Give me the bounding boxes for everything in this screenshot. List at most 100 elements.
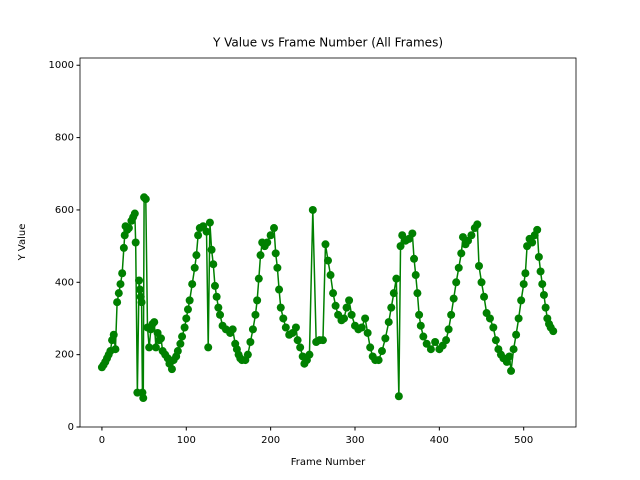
chart-title: Y Value vs Frame Number (All Frames) — [212, 36, 443, 50]
data-point — [539, 290, 548, 299]
data-point — [228, 325, 237, 334]
data-point — [178, 332, 187, 341]
data-point — [396, 242, 405, 251]
data-point — [509, 345, 518, 354]
data-point — [173, 347, 182, 356]
y-tick-label: 1000 — [49, 60, 74, 71]
data-point — [293, 336, 302, 345]
data-point — [176, 339, 185, 348]
data-point — [113, 298, 122, 307]
data-point — [216, 310, 225, 319]
data-point — [291, 323, 300, 332]
x-tick-label: 200 — [261, 435, 280, 446]
data-point — [377, 347, 386, 356]
data-point — [533, 225, 542, 234]
data-point — [131, 238, 140, 247]
data-point — [392, 274, 401, 283]
data-point — [281, 323, 290, 332]
data-point — [135, 285, 144, 294]
data-point — [528, 238, 537, 247]
data-point — [192, 251, 201, 260]
data-point — [271, 249, 280, 258]
data-point — [243, 350, 252, 359]
data-point — [137, 298, 146, 307]
data-point — [507, 366, 516, 375]
data-point — [141, 195, 150, 204]
data-point — [347, 310, 356, 319]
data-point — [340, 314, 349, 323]
data-point — [256, 251, 265, 260]
data-point — [389, 289, 398, 298]
data-point — [135, 276, 144, 285]
data-point — [363, 328, 372, 337]
data-point — [467, 231, 476, 240]
data-point — [308, 205, 317, 214]
data-point — [366, 343, 375, 352]
data-point — [387, 303, 396, 312]
data-point — [452, 278, 461, 287]
data-point — [415, 310, 424, 319]
y-tick-label: 400 — [55, 277, 74, 288]
data-point — [273, 263, 282, 272]
data-point — [517, 296, 526, 305]
data-point — [419, 332, 428, 341]
y-tick-label: 600 — [55, 205, 74, 216]
x-tick-label: 100 — [177, 435, 196, 446]
data-point — [253, 296, 262, 305]
data-point — [538, 280, 547, 289]
data-point — [305, 350, 314, 359]
x-axis-label: Frame Number — [291, 457, 366, 468]
data-point — [183, 305, 192, 314]
data-point — [357, 323, 366, 332]
data-point — [263, 238, 272, 247]
data-point — [442, 336, 451, 345]
data-point — [485, 314, 494, 323]
data-point — [210, 281, 219, 290]
data-point — [473, 220, 482, 229]
data-point — [491, 336, 500, 345]
data-point — [205, 218, 214, 227]
data-point — [139, 394, 148, 403]
y-tick-label: 200 — [55, 350, 74, 361]
data-point — [321, 240, 330, 249]
data-point — [480, 292, 489, 301]
data-point — [329, 289, 338, 298]
data-point — [541, 303, 550, 312]
data-point — [248, 325, 257, 334]
data-point — [512, 330, 521, 339]
data-point — [167, 365, 176, 374]
data-point — [489, 323, 498, 332]
data-point — [408, 229, 417, 238]
data-point — [145, 343, 154, 352]
data-point — [275, 285, 284, 294]
data-point — [394, 392, 403, 401]
data-point — [416, 321, 425, 330]
data-point — [331, 301, 340, 310]
data-point — [474, 262, 483, 271]
data-point — [116, 280, 125, 289]
data-point — [124, 224, 133, 233]
data-point — [521, 269, 530, 278]
data-point — [457, 249, 466, 258]
data-point — [214, 303, 223, 312]
data-point — [519, 280, 528, 289]
data-point — [194, 231, 203, 240]
data-point — [212, 292, 221, 301]
data-point — [514, 314, 523, 323]
data-point — [188, 280, 197, 289]
data-point — [180, 323, 189, 332]
data-point — [118, 269, 127, 278]
data-point — [342, 303, 351, 312]
data-point — [279, 314, 288, 323]
data-point — [130, 209, 139, 218]
data-point — [204, 343, 213, 352]
data-point — [374, 356, 383, 365]
data-point — [251, 310, 260, 319]
data-point — [209, 260, 218, 269]
data-point — [422, 339, 431, 348]
data-point — [454, 263, 463, 272]
data-point — [410, 254, 419, 263]
data-point — [411, 271, 420, 280]
data-point — [156, 334, 165, 343]
